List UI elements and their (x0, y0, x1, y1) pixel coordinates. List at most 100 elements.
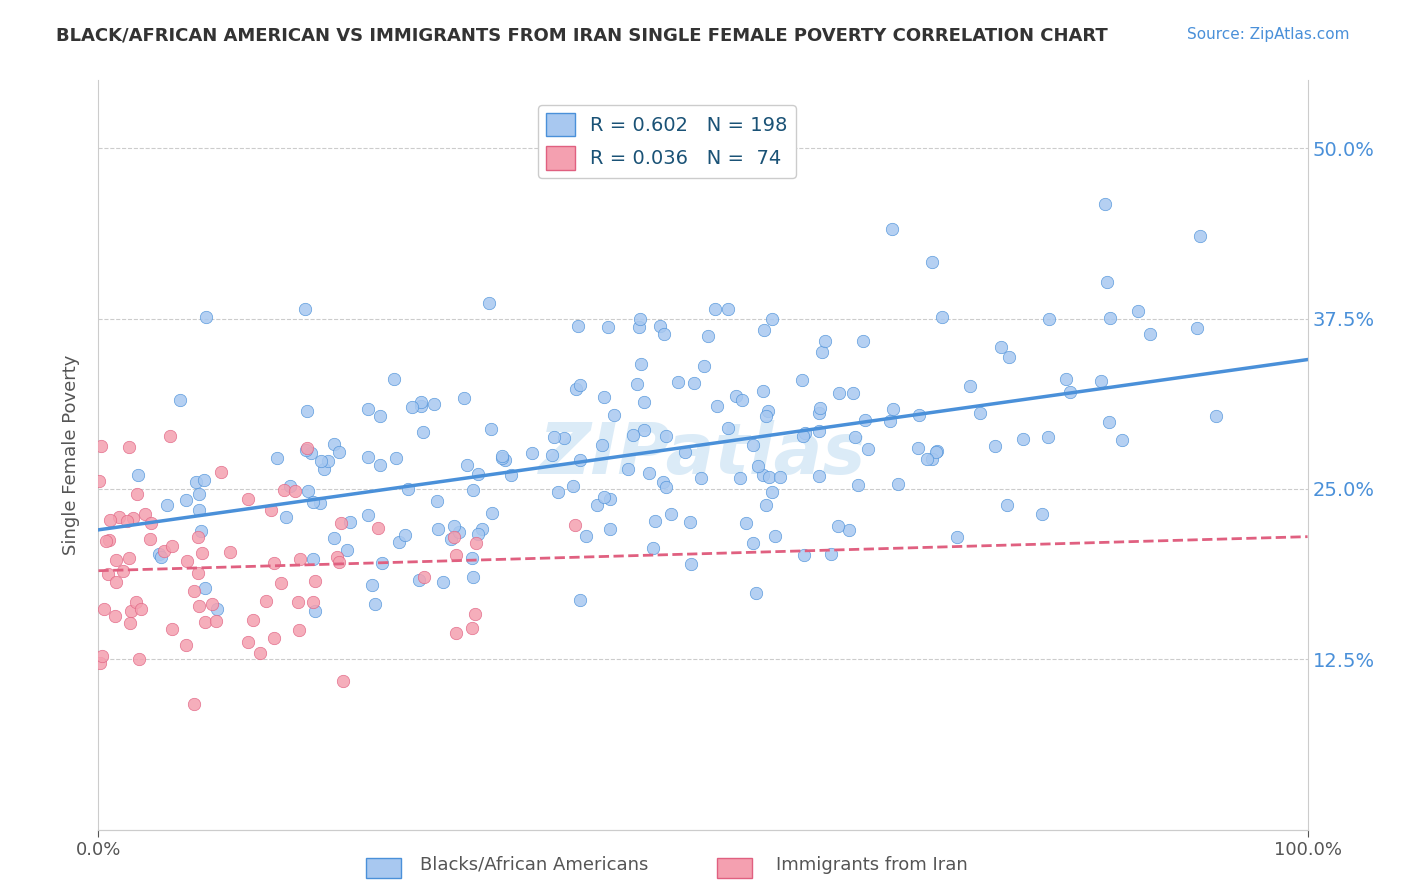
Point (364, 598, 387, 612)
Point (478, 295, 501, 310)
Point (118, 440, 141, 454)
Point (969, 406, 991, 420)
Point (887, 477, 910, 491)
Point (741, 536, 763, 550)
Point (792, 429, 814, 443)
Point (287, 595, 309, 609)
Point (278, 479, 301, 493)
Point (422, 397, 444, 411)
Text: Immigrants from Iran: Immigrants from Iran (776, 855, 967, 873)
Point (409, 394, 432, 409)
Point (793, 548, 815, 562)
Point (754, 323, 776, 337)
Point (266, 451, 288, 466)
Point (853, 413, 876, 427)
Point (747, 458, 769, 473)
Point (176, 554, 198, 568)
Point (1097, 275, 1119, 289)
Point (735, 516, 758, 530)
Point (856, 442, 879, 456)
Point (273, 483, 295, 497)
Point (188, 599, 211, 613)
Point (852, 334, 875, 348)
Point (751, 384, 773, 398)
Point (984, 439, 1007, 453)
Point (603, 409, 626, 423)
Point (120, 604, 142, 618)
Point (593, 491, 616, 505)
Point (302, 495, 325, 509)
Point (756, 404, 779, 418)
Point (879, 414, 901, 428)
Point (427, 522, 450, 536)
Point (194, 615, 217, 629)
Point (396, 482, 419, 496)
Point (754, 498, 776, 512)
Point (385, 450, 408, 465)
Point (998, 351, 1021, 365)
Point (731, 393, 754, 408)
Point (641, 541, 664, 555)
Point (183, 698, 205, 712)
Point (761, 484, 783, 499)
Point (367, 521, 389, 535)
Point (679, 515, 702, 529)
Point (564, 382, 586, 396)
Point (169, 392, 191, 407)
Point (394, 527, 416, 541)
Point (586, 499, 609, 513)
Point (426, 493, 449, 508)
Point (1099, 311, 1122, 326)
Point (553, 431, 575, 445)
Point (908, 409, 931, 423)
Point (681, 557, 703, 571)
Point (160, 539, 183, 553)
Point (925, 444, 948, 458)
Point (808, 401, 831, 416)
Point (408, 574, 430, 588)
Point (98, 513, 121, 527)
Point (447, 524, 470, 539)
Point (569, 593, 592, 607)
Point (995, 498, 1018, 512)
Point (745, 586, 768, 600)
Point (294, 301, 316, 316)
Point (540, 448, 562, 462)
Point (461, 570, 484, 584)
Point (675, 445, 697, 459)
Point (1090, 375, 1112, 389)
Point (259, 503, 281, 517)
Point (599, 491, 621, 506)
Point (328, 445, 350, 459)
Point (443, 530, 465, 544)
Point (194, 581, 217, 595)
Point (194, 310, 217, 325)
Point (717, 421, 740, 435)
Point (959, 378, 981, 392)
Point (284, 483, 307, 498)
Point (118, 615, 141, 630)
Point (882, 402, 904, 417)
Point (752, 468, 775, 483)
Point (141, 516, 163, 530)
Point (323, 531, 346, 545)
Point (763, 529, 786, 543)
Point (97, 533, 120, 548)
Point (190, 524, 212, 539)
Point (808, 469, 831, 483)
Point (1038, 429, 1060, 443)
Point (309, 453, 332, 467)
Point (242, 613, 264, 627)
Point (139, 533, 162, 547)
Point (463, 483, 485, 498)
Point (127, 487, 149, 501)
Point (309, 496, 332, 510)
Point (249, 646, 271, 660)
Text: BLACK/AFRICAN AMERICAN VS IMMIGRANTS FROM IRAN SINGLE FEMALE POVERTY CORRELATION: BLACK/AFRICAN AMERICAN VS IMMIGRANTS FRO… (56, 27, 1108, 45)
Point (696, 328, 718, 343)
Point (659, 507, 682, 521)
Point (287, 623, 309, 637)
Point (479, 422, 502, 436)
Point (465, 536, 488, 550)
Point (728, 471, 751, 485)
